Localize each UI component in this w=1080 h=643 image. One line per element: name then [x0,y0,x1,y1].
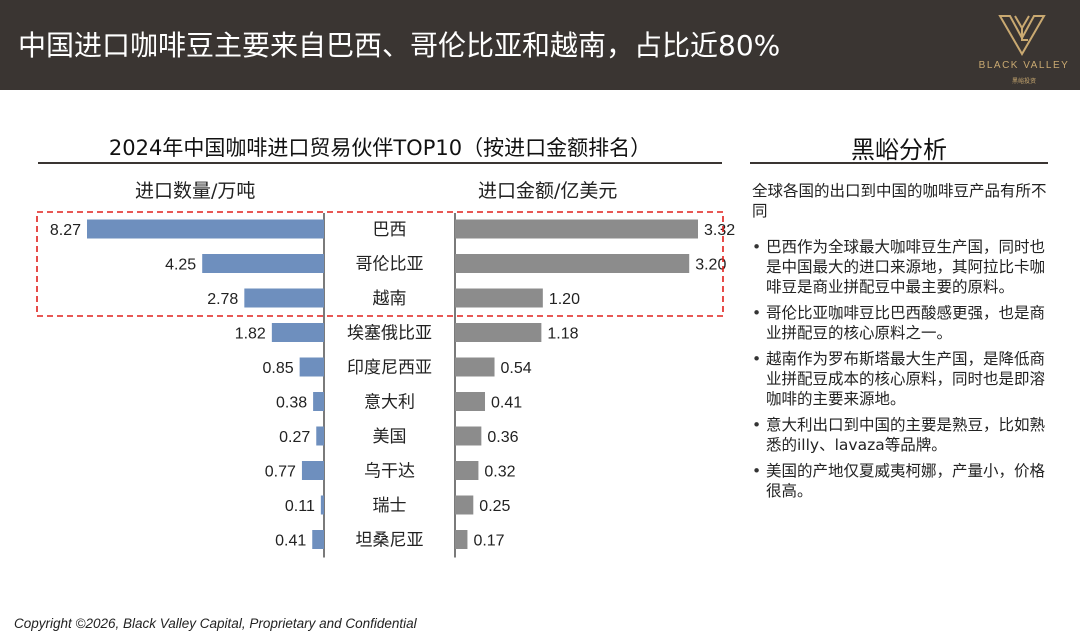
value-data-label: 3.32 [704,222,735,239]
analysis-bullet: 巴西作为全球最大咖啡豆生产国，同时也是中国最大的进口来源地，其阿拉比卡咖啡豆是商… [752,237,1048,297]
analysis-title-rule [750,162,1048,164]
analysis-bullet: 哥伦比亚咖啡豆比巴西酸感更强，也是商业拼配豆的核心原料之一。 [752,303,1048,343]
quantity-bar [312,530,324,549]
quantity-bar [313,392,324,411]
quantity-bar [299,357,324,377]
logo-subtext: 黑峪投资 [1011,78,1036,85]
quantity-data-label: 0.85 [263,360,294,377]
value-data-label: 3.20 [695,257,726,274]
value-data-label: 0.36 [487,429,518,446]
value-bar [455,530,468,549]
value-data-label: 1.20 [549,291,580,308]
quantity-data-label: 2.78 [207,291,238,308]
quantity-bar [202,254,324,273]
category-label: 哥伦比亚 [356,255,424,275]
analysis-bullet: 意大利出口到中国的主要是熟豆，比如熟悉的illy、lavaza等品牌。 [752,415,1048,455]
quantity-data-label: 0.27 [279,429,310,446]
category-label: 埃塞俄比亚 [347,324,432,344]
page-title: 中国进口咖啡豆主要来自巴西、哥伦比亚和越南，占比近80% [18,29,781,62]
analysis-title: 黑峪分析 [851,136,947,164]
quantity-data-label: 0.38 [276,395,307,412]
quantity-data-label: 1.82 [235,326,266,343]
chart-title: 2024年中国咖啡进口贸易伙伴TOP10（按进口金额排名） [108,136,652,160]
category-label: 意大利 [364,393,415,413]
quantity-data-label: 4.25 [165,257,196,274]
analysis-bullet: 美国的产地仅夏威夷柯娜，产量小，价格很高。 [752,461,1048,501]
value-bar [455,495,474,515]
analysis-bullet-list: 巴西作为全球最大咖啡豆生产国，同时也是中国最大的进口来源地，其阿拉比卡咖啡豆是商… [752,237,1048,507]
value-data-label: 0.32 [484,464,515,481]
value-data-label: 0.41 [491,395,522,412]
value-data-label: 1.18 [547,326,578,343]
value-bar [455,426,482,446]
copyright-footer: Copyright ©2026, Black Valley Capital, P… [14,616,417,631]
header-bar: 中国进口咖啡豆主要来自巴西、哥伦比亚和越南，占比近80% BLACK VALLE… [0,0,1080,90]
quantity-bar [271,323,324,342]
category-label: 瑞士 [373,496,407,516]
analysis-intro: 全球各国的出口到中国的咖啡豆产品有所不同 [752,182,1047,220]
value-bar [455,323,542,342]
brand-logo: BLACK VALLEY 黑峪投资 [968,8,1080,88]
value-bar [455,219,698,239]
black-valley-logo-icon [998,15,1046,56]
value-data-label: 0.25 [479,498,510,515]
category-label: 坦桑尼亚 [356,531,424,551]
value-bar [455,288,543,308]
logo-text: BLACK VALLEY [978,60,1070,71]
category-label: 越南 [373,289,407,309]
quantity-data-label: 8.27 [50,222,81,239]
quantity-data-label: 0.77 [265,464,296,481]
chart-title-rule [38,162,722,164]
quantity-bar [301,461,324,480]
value-bar [455,461,479,480]
category-label: 印度尼西亚 [347,358,432,378]
value-bar [455,357,495,377]
value-bar [455,254,690,273]
category-label: 美国 [373,427,407,447]
top3-highlight-box [36,211,724,317]
butterfly-bar-chart: 8.27 3.32 巴西 4.25 3.20 哥伦比亚 2.78 1.20 越南 1.82 1.18… [36,211,735,558]
right-axis-label: 进口金额/亿美元 [478,180,618,202]
quantity-bar [320,495,324,515]
value-bar [455,392,486,411]
quantity-data-label: 0.41 [275,533,306,550]
analysis-bullet: 越南作为罗布斯塔最大生产国，是降低商业拼配豆成本的核心原料，同时也是即溶咖啡的主… [752,349,1048,409]
quantity-data-label: 0.11 [285,498,315,515]
quantity-bar [244,288,324,308]
left-axis-label: 进口数量/万吨 [135,180,256,202]
quantity-bar [316,426,324,446]
value-data-label: 0.17 [473,533,504,550]
category-label: 乌干达 [364,462,415,482]
quantity-bar [87,219,324,239]
value-data-label: 0.54 [501,360,532,377]
category-label: 巴西 [373,220,407,240]
